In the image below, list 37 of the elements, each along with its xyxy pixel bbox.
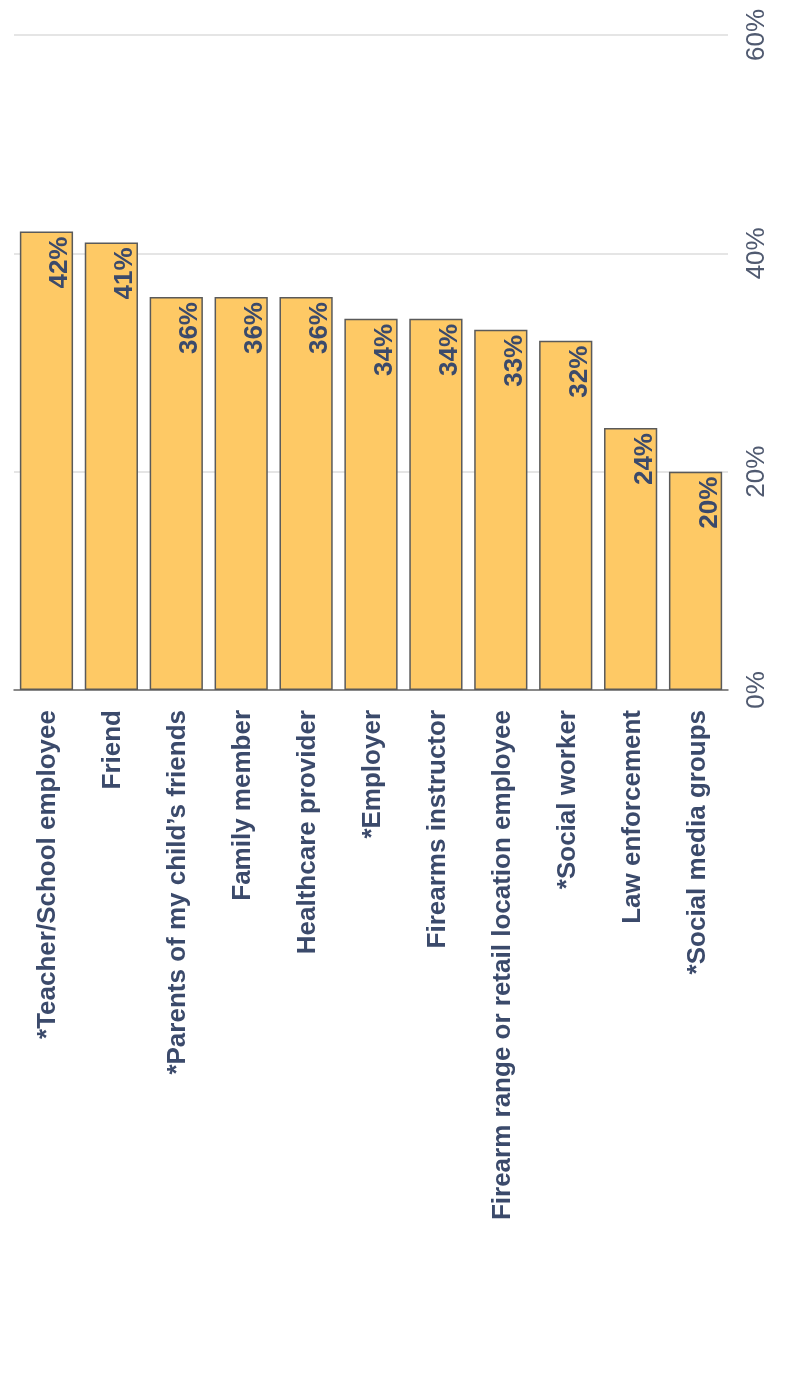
x-tick-label: *Social worker bbox=[550, 710, 581, 890]
y-tick-label: 60% bbox=[740, 8, 770, 62]
data-label: 32% bbox=[562, 345, 593, 398]
bar bbox=[149, 297, 203, 690]
y-tick-label: 0% bbox=[740, 671, 770, 709]
bar bbox=[84, 242, 138, 690]
bar bbox=[409, 318, 463, 690]
x-tick-label: *Teacher/School employee bbox=[31, 710, 62, 1039]
x-tick-label: Family member bbox=[226, 710, 257, 901]
bar bbox=[214, 297, 268, 690]
data-label: 41% bbox=[108, 247, 139, 300]
data-label: 24% bbox=[627, 433, 658, 486]
bar bbox=[19, 231, 74, 690]
y-tick-label: 40% bbox=[740, 227, 770, 280]
x-tick-label: *Social media groups bbox=[680, 710, 711, 975]
x-tick-label: *Parents of my child’s friends bbox=[161, 710, 192, 1075]
bar bbox=[344, 318, 398, 690]
x-tick-label: *Employer bbox=[356, 710, 386, 839]
x-tick-label: Healthcare provider bbox=[291, 710, 322, 955]
data-label: 20% bbox=[692, 476, 723, 529]
data-label: 42% bbox=[43, 236, 74, 289]
x-tick-label: Law enforcement bbox=[615, 709, 646, 924]
bar bbox=[604, 428, 658, 690]
data-label: 36% bbox=[303, 302, 334, 355]
x-tick-label: Firearms instructor bbox=[420, 710, 451, 949]
x-tick-label: Friend bbox=[96, 710, 127, 790]
bar bbox=[279, 297, 333, 690]
bar bbox=[668, 471, 723, 690]
data-label: 34% bbox=[432, 323, 463, 376]
data-label: 36% bbox=[238, 302, 269, 355]
data-label: 36% bbox=[173, 302, 204, 355]
y-tick-label: 20% bbox=[740, 445, 770, 498]
data-label: 34% bbox=[368, 323, 398, 376]
data-label: 33% bbox=[497, 334, 528, 387]
x-tick-label: Firearm range or retail location employee bbox=[485, 710, 516, 1221]
bar bbox=[474, 329, 528, 690]
bar bbox=[539, 340, 593, 690]
